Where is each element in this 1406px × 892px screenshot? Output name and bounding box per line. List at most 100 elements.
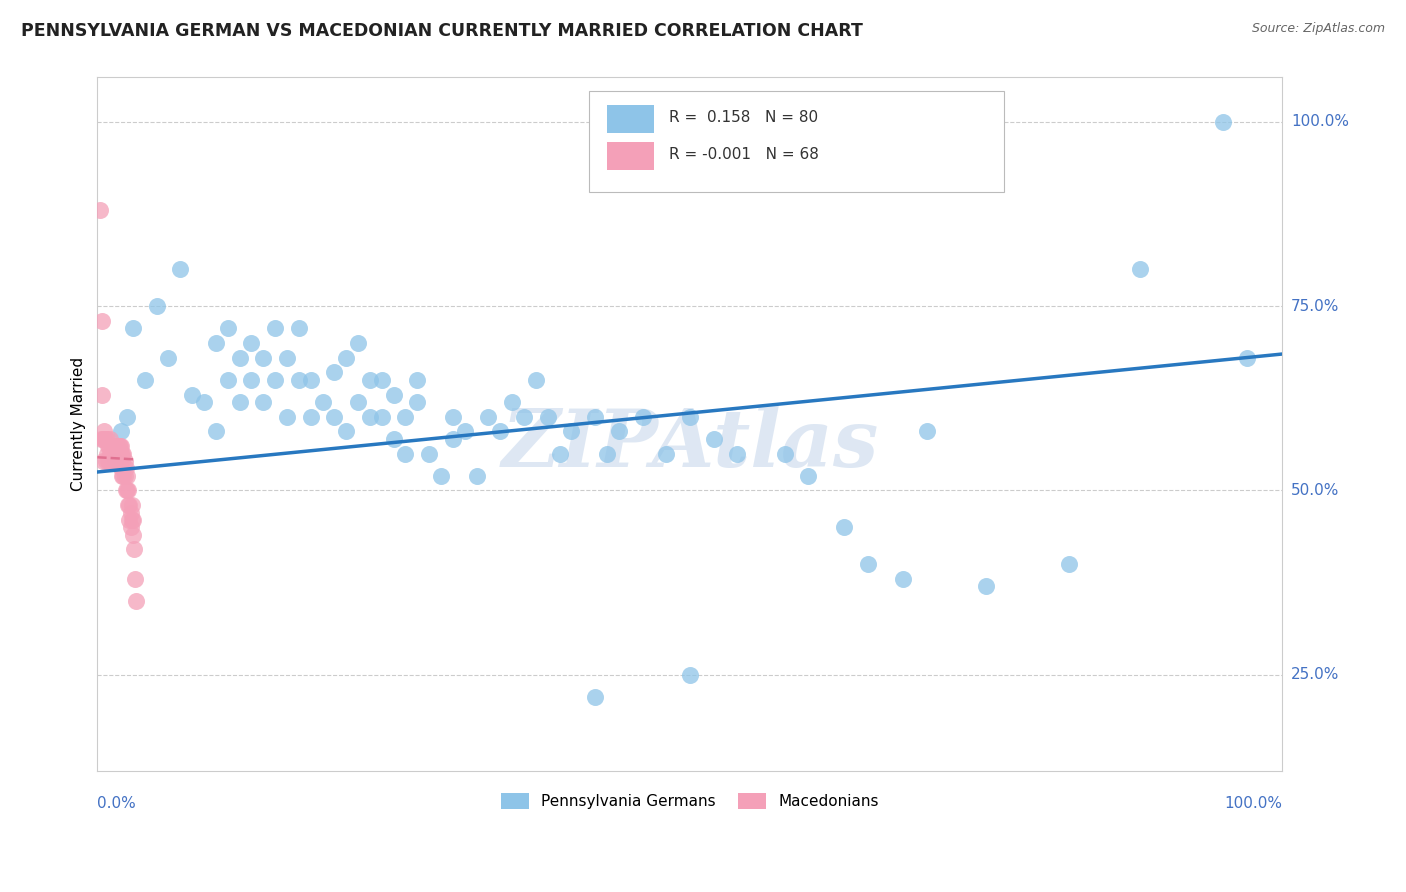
- Text: R = -0.001   N = 68: R = -0.001 N = 68: [669, 147, 818, 161]
- Point: [382, 387, 405, 401]
- Point: [100, 439, 122, 453]
- Text: 50.0%: 50.0%: [1291, 483, 1339, 498]
- Point: [418, 446, 440, 460]
- Point: [288, 321, 311, 335]
- Point: [120, 506, 142, 520]
- Point: [100, 432, 122, 446]
- Point: [679, 668, 702, 682]
- Point: [111, 468, 134, 483]
- Point: [359, 373, 381, 387]
- Point: [217, 321, 239, 335]
- Point: [205, 335, 228, 350]
- Point: [371, 373, 394, 387]
- Point: [94, 432, 117, 446]
- Point: [157, 351, 180, 365]
- Point: [915, 425, 938, 439]
- FancyBboxPatch shape: [607, 105, 654, 133]
- Point: [252, 351, 274, 365]
- Point: [382, 432, 405, 446]
- Point: [288, 373, 311, 387]
- Point: [101, 454, 124, 468]
- Point: [347, 335, 370, 350]
- Point: [430, 468, 453, 483]
- Point: [117, 483, 139, 498]
- Point: [856, 557, 879, 571]
- Point: [108, 439, 131, 453]
- Point: [596, 446, 619, 460]
- Text: ZIPAtlas: ZIPAtlas: [501, 406, 879, 483]
- Point: [112, 446, 135, 460]
- Point: [454, 425, 477, 439]
- Point: [145, 299, 167, 313]
- Point: [335, 351, 357, 365]
- Point: [406, 373, 429, 387]
- Point: [111, 446, 134, 460]
- Point: [169, 262, 191, 277]
- Point: [118, 513, 141, 527]
- Point: [441, 409, 464, 424]
- FancyBboxPatch shape: [607, 142, 654, 169]
- Point: [104, 454, 127, 468]
- Point: [121, 513, 143, 527]
- Point: [264, 321, 287, 335]
- Point: [97, 454, 120, 468]
- Point: [89, 203, 111, 218]
- Point: [110, 461, 132, 475]
- Point: [115, 483, 138, 498]
- Point: [181, 387, 204, 401]
- Point: [114, 454, 136, 468]
- Point: [108, 454, 131, 468]
- Point: [489, 425, 512, 439]
- Point: [797, 468, 820, 483]
- Point: [118, 498, 141, 512]
- Legend: Pennsylvania Germans, Macedonians: Pennsylvania Germans, Macedonians: [495, 787, 884, 815]
- Point: [311, 395, 333, 409]
- Point: [537, 409, 560, 424]
- Point: [217, 373, 239, 387]
- Point: [115, 409, 138, 424]
- Point: [108, 446, 131, 460]
- Point: [631, 409, 654, 424]
- Point: [105, 446, 128, 460]
- Point: [441, 432, 464, 446]
- Point: [101, 439, 124, 453]
- Point: [110, 425, 132, 439]
- Point: [104, 446, 127, 460]
- Point: [96, 432, 118, 446]
- Point: [114, 483, 136, 498]
- Point: [107, 446, 129, 460]
- Point: [406, 395, 429, 409]
- Point: [93, 432, 115, 446]
- Point: [111, 454, 134, 468]
- Point: [371, 409, 394, 424]
- Point: [112, 468, 135, 483]
- Point: [91, 314, 114, 328]
- Point: [655, 446, 678, 460]
- Point: [110, 446, 132, 460]
- Point: [725, 446, 748, 460]
- Point: [205, 425, 228, 439]
- Point: [299, 409, 322, 424]
- Point: [103, 446, 125, 460]
- Point: [477, 409, 499, 424]
- Point: [122, 527, 145, 541]
- Point: [114, 461, 136, 475]
- Point: [97, 439, 120, 453]
- Point: [110, 439, 132, 453]
- Point: [891, 572, 914, 586]
- Point: [103, 454, 125, 468]
- Text: 75.0%: 75.0%: [1291, 299, 1339, 314]
- Point: [107, 454, 129, 468]
- Point: [122, 321, 145, 335]
- Point: [100, 446, 122, 460]
- Point: [228, 351, 250, 365]
- Point: [115, 468, 138, 483]
- Point: [679, 409, 702, 424]
- Point: [583, 690, 606, 704]
- Point: [560, 425, 582, 439]
- Point: [264, 373, 287, 387]
- Point: [323, 366, 346, 380]
- Point: [524, 373, 547, 387]
- Point: [122, 542, 145, 557]
- Point: [1212, 114, 1234, 128]
